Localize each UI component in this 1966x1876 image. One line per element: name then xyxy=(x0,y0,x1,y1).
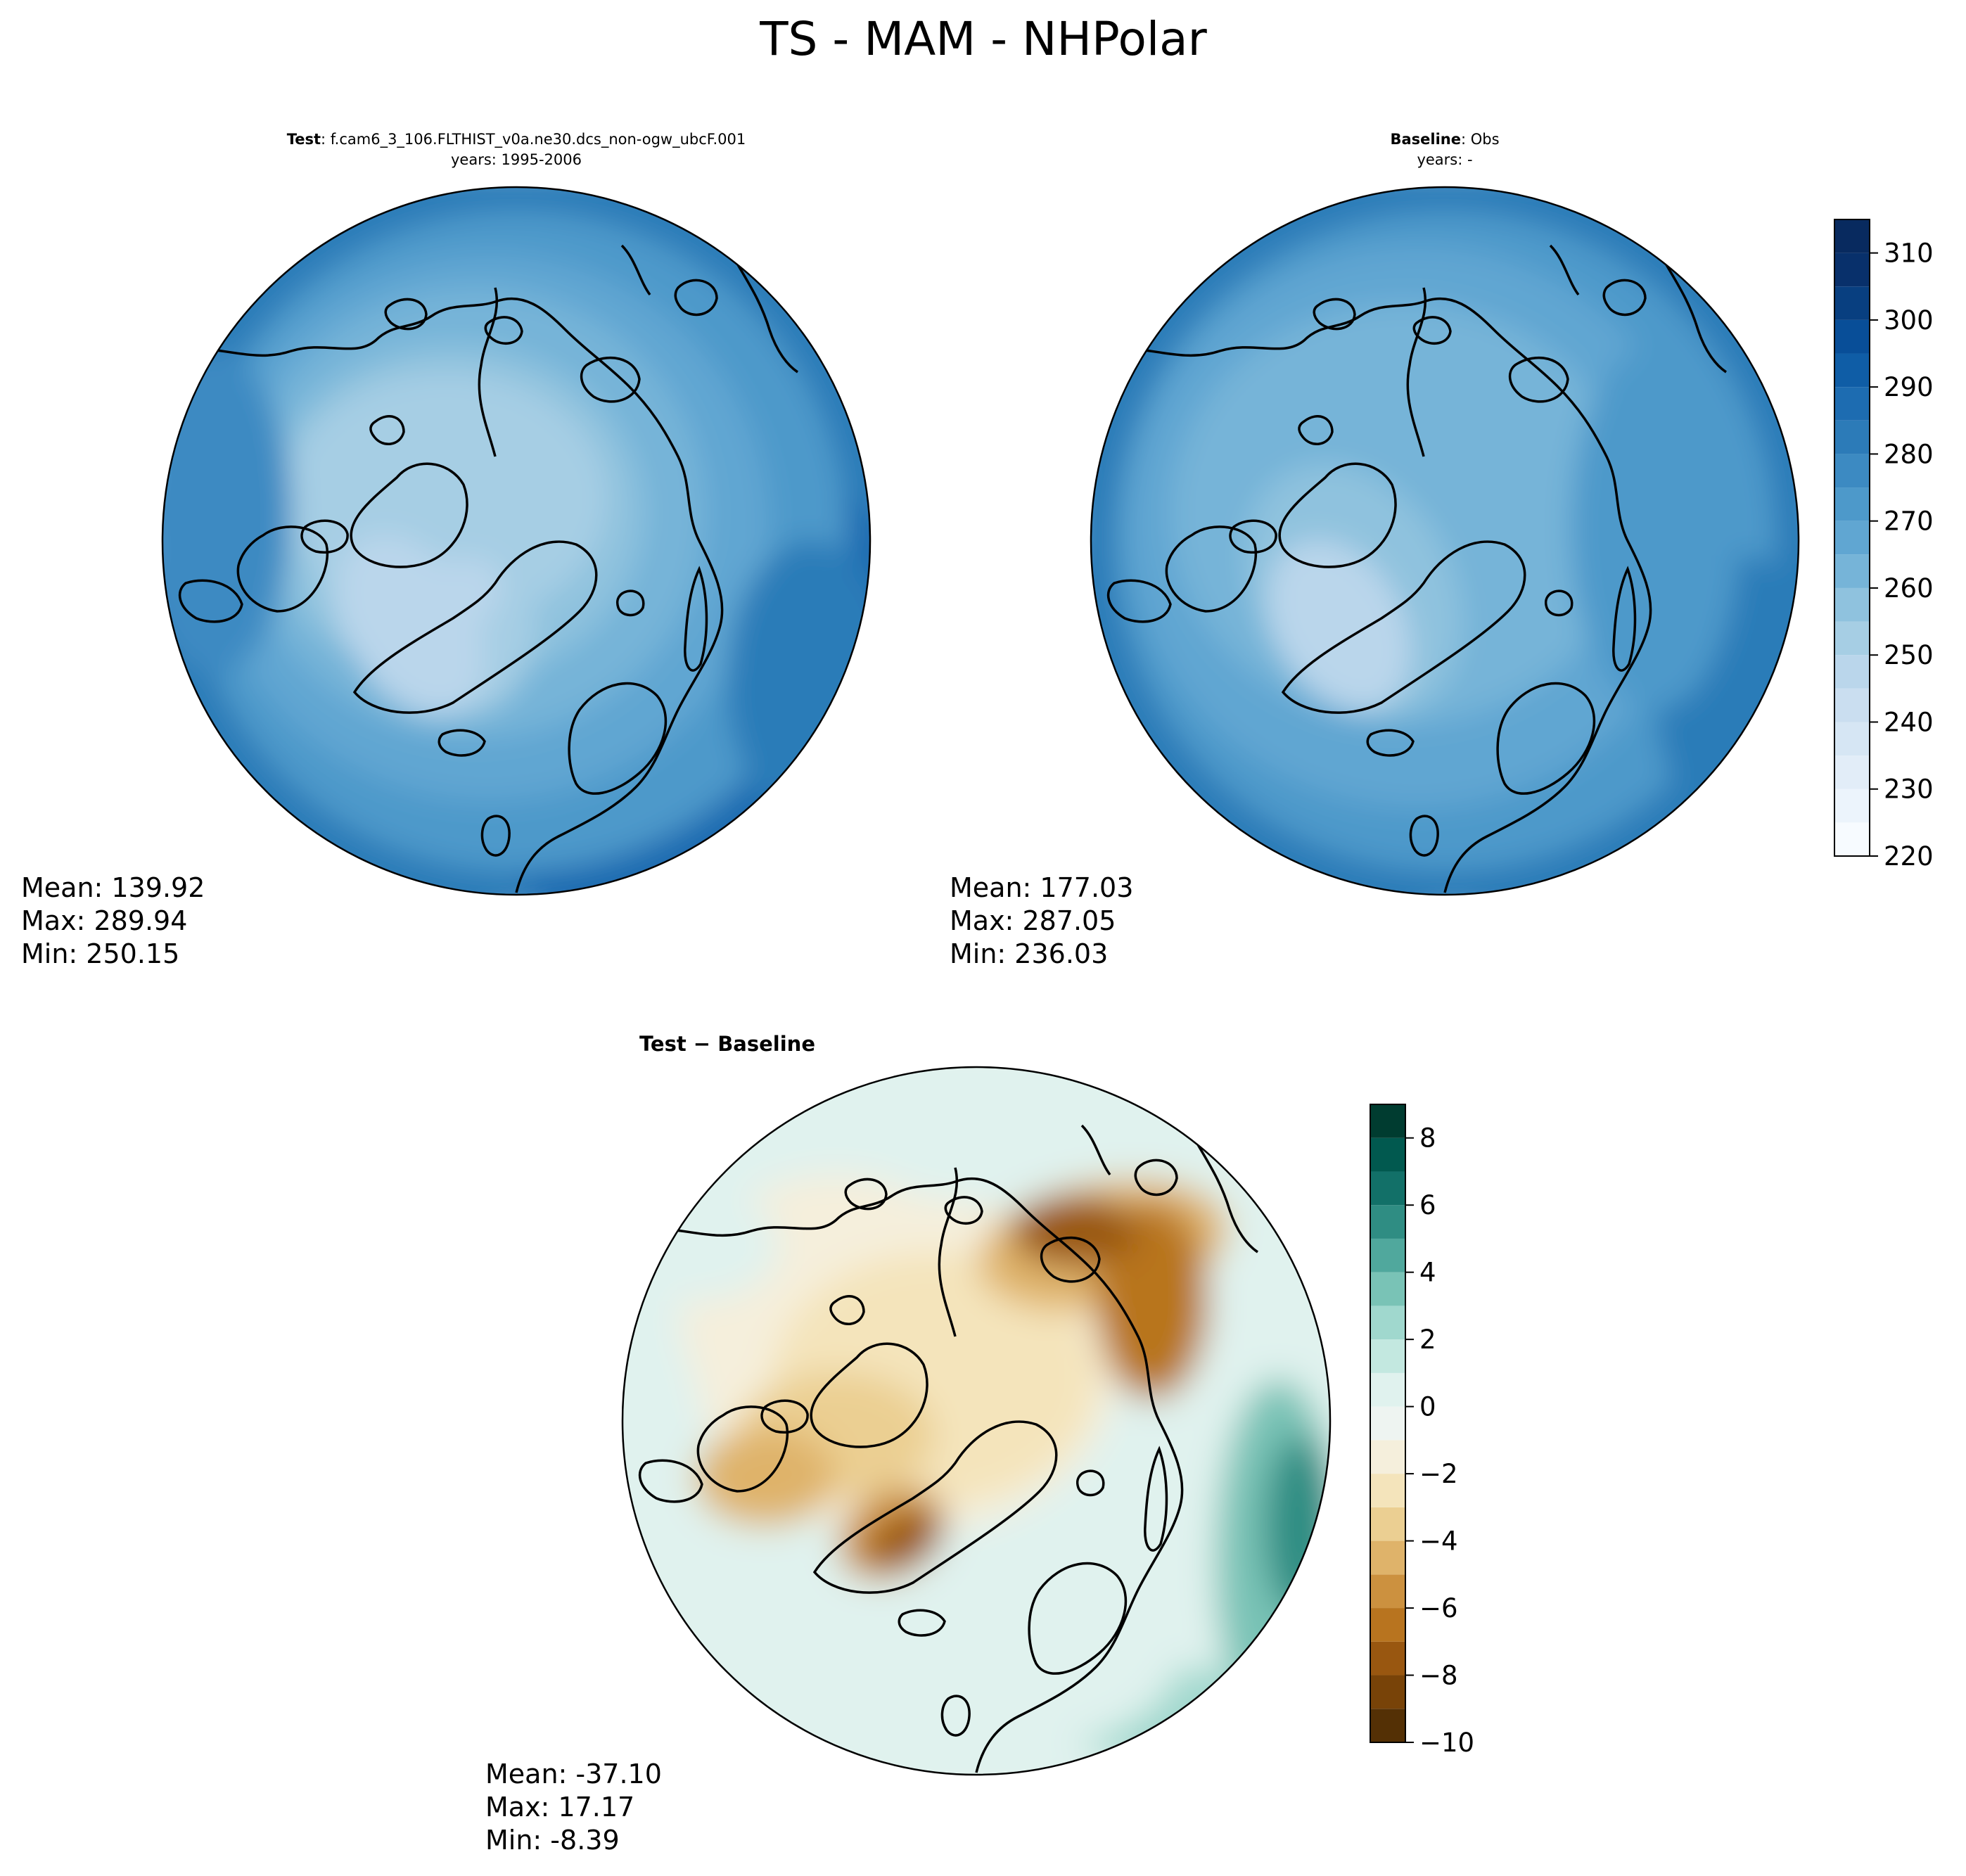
difference-colorbar-band xyxy=(1370,1171,1405,1206)
baseline-max-stat: Max: 287.05 xyxy=(950,905,1116,936)
ts-colorbar-band xyxy=(1834,487,1870,521)
ts-colorbar-band xyxy=(1834,688,1870,722)
ts-colorbar-tick-label: 260 xyxy=(1884,573,1934,604)
figure-title: TS - MAM - NHPolar xyxy=(759,12,1207,66)
ts-colorbar-band xyxy=(1834,420,1870,454)
difference-colorbar-band xyxy=(1370,1205,1405,1239)
difference-colorbar-tick-label: 6 xyxy=(1419,1190,1436,1220)
difference-colorbar-band xyxy=(1370,1641,1405,1676)
ts-colorbar-tick-label: 230 xyxy=(1884,774,1934,805)
ts-colorbar-band xyxy=(1834,253,1870,287)
difference-panel: Test − Baseline Mean: -37.10 Max: 17.17 … xyxy=(485,1032,1474,1856)
test-max-stat: Max: 289.94 xyxy=(21,905,187,936)
baseline-panel-title: Baseline: Obs xyxy=(1390,131,1499,148)
difference-colorbar-band xyxy=(1370,1440,1405,1474)
ts-colorbar-band xyxy=(1834,454,1870,488)
test-mean-stat: Mean: 139.92 xyxy=(21,872,205,903)
difference-panel-title: Test − Baseline xyxy=(639,1032,815,1056)
ts-colorbar-tick-label: 310 xyxy=(1884,238,1934,269)
difference-colorbar-band xyxy=(1370,1540,1405,1575)
ts-colorbar-band xyxy=(1834,554,1870,588)
test-contour xyxy=(727,541,870,822)
difference-colorbar-band xyxy=(1370,1372,1405,1407)
ts-colorbar-tick-label: 250 xyxy=(1884,640,1934,670)
test-panel-subtitle: years: 1995-2006 xyxy=(451,151,582,168)
baseline-contour xyxy=(1298,559,1395,677)
difference-max-stat: Max: 17.17 xyxy=(485,1792,634,1823)
ts-colorbar-band xyxy=(1834,319,1870,354)
difference-min-stat: Min: -8.39 xyxy=(485,1825,620,1856)
test-min-stat: Min: 250.15 xyxy=(21,938,179,969)
difference-colorbar: 8 6 4 2 0 −2 −4 −6 −8 −10 xyxy=(1370,1104,1474,1758)
baseline-min-stat: Min: 236.03 xyxy=(950,938,1108,969)
difference-contour xyxy=(695,1428,836,1526)
difference-map-border xyxy=(621,1066,1332,1776)
difference-colorbar-band xyxy=(1370,1104,1405,1138)
difference-colorbar-band xyxy=(1370,1406,1405,1441)
test-title-bold: Test xyxy=(287,131,321,148)
ts-colorbar-band xyxy=(1834,655,1870,689)
ts-colorbar-band xyxy=(1834,822,1870,856)
ts-colorbar-band xyxy=(1834,587,1870,622)
ts-colorbar-tick-label: 290 xyxy=(1884,372,1934,402)
test-panel: Test: f.cam6_3_106.FLTHIST_v0a.ne30.dcs_… xyxy=(21,131,872,969)
ts-colorbar-tick-label: 270 xyxy=(1884,506,1934,537)
ts-colorbar-tick-label: 280 xyxy=(1884,439,1934,469)
baseline-panel-subtitle: years: - xyxy=(1417,151,1472,168)
difference-map xyxy=(623,1067,1330,1775)
difference-colorbar-band xyxy=(1370,1137,1405,1172)
ts-colorbar-band xyxy=(1834,387,1870,421)
ts-colorbar-tick-label: 220 xyxy=(1884,841,1934,872)
difference-colorbar-band xyxy=(1370,1339,1405,1373)
difference-colorbar-tick-label: −6 xyxy=(1419,1593,1458,1623)
test-contour xyxy=(362,558,502,665)
baseline-map-border xyxy=(1090,186,1800,896)
difference-colorbar-tick-label: −8 xyxy=(1419,1661,1458,1691)
difference-mean-stat: Mean: -37.10 xyxy=(485,1759,662,1789)
ts-colorbar-band xyxy=(1834,621,1870,656)
difference-colorbar-band xyxy=(1370,1675,1405,1709)
test-title-rest: : f.cam6_3_106.FLTHIST_v0a.ne30.dcs_non-… xyxy=(321,131,746,148)
baseline-title-rest: : Obs xyxy=(1461,131,1500,148)
difference-colorbar-tick-label: −4 xyxy=(1419,1526,1458,1557)
ts-colorbar-band xyxy=(1834,789,1870,823)
difference-colorbar-band xyxy=(1370,1507,1405,1541)
ts-colorbar: 310 300 290 280 270 260 250 240 230 220 xyxy=(1834,219,1934,872)
ts-colorbar-band xyxy=(1834,722,1870,756)
baseline-contour xyxy=(1571,344,1740,710)
difference-colorbar-band xyxy=(1370,1474,1405,1507)
difference-colorbar-frame xyxy=(1370,1104,1406,1743)
difference-contour xyxy=(1011,1196,1138,1266)
difference-contour xyxy=(867,1510,945,1571)
baseline-mean-stat: Mean: 177.03 xyxy=(950,872,1133,903)
difference-colorbar-tick-label: −10 xyxy=(1419,1728,1474,1758)
ts-colorbar-band xyxy=(1834,353,1870,388)
ts-colorbar-tick-label: 240 xyxy=(1884,707,1934,737)
difference-colorbar-band xyxy=(1370,1608,1405,1642)
difference-colorbar-band xyxy=(1370,1238,1405,1272)
test-panel-title: Test: f.cam6_3_106.FLTHIST_v0a.ne30.dcs_… xyxy=(287,131,746,148)
baseline-title-bold: Baseline xyxy=(1390,131,1461,148)
baseline-panel: Baseline: Obs years: - Mean: 177.03 Max:… xyxy=(950,131,1934,969)
test-map-border xyxy=(161,186,872,896)
difference-colorbar-tick-label: 4 xyxy=(1419,1258,1436,1288)
difference-colorbar-band xyxy=(1370,1272,1405,1306)
ts-colorbar-tick-label: 300 xyxy=(1884,305,1934,336)
difference-colorbar-band xyxy=(1370,1709,1405,1742)
difference-colorbar-tick-label: 8 xyxy=(1419,1123,1436,1154)
difference-colorbar-tick-label: −2 xyxy=(1419,1459,1458,1489)
ts-colorbar-band xyxy=(1834,521,1870,555)
ts-colorbar-band xyxy=(1834,755,1870,789)
difference-colorbar-tick-label: 0 xyxy=(1419,1392,1436,1422)
ts-colorbar-band xyxy=(1834,286,1870,320)
difference-contour xyxy=(906,1519,1187,1744)
difference-colorbar-band xyxy=(1370,1574,1405,1609)
ts-colorbar-frame xyxy=(1834,219,1870,857)
test-contour xyxy=(162,351,291,675)
difference-contour xyxy=(1265,1435,1330,1618)
difference-colorbar-tick-label: 2 xyxy=(1419,1325,1436,1355)
ts-colorbar-band xyxy=(1834,219,1870,253)
difference-colorbar-band xyxy=(1370,1306,1405,1340)
